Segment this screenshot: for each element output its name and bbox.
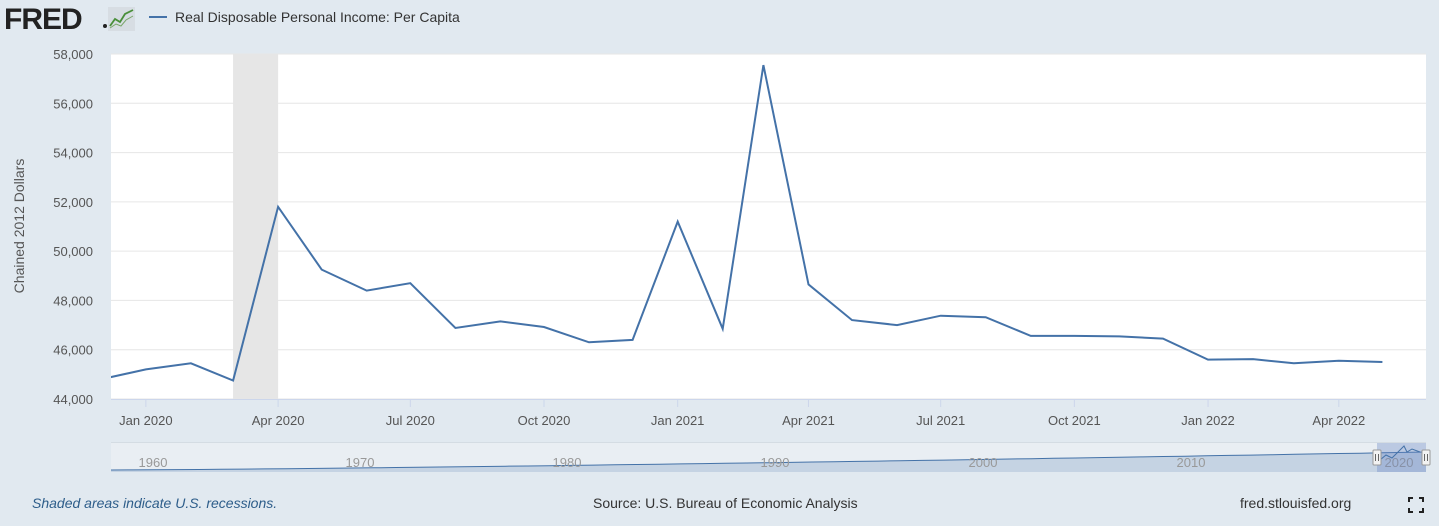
source-text: Source: U.S. Bureau of Economic Analysis <box>593 495 858 511</box>
x-tick-label: Jan 2022 <box>1181 413 1235 428</box>
x-tick-label: Oct 2021 <box>1048 413 1101 428</box>
y-tick-label: 44,000 <box>53 392 93 407</box>
logo-text: FRED <box>4 3 82 34</box>
x-axis: Jan 2020 Apr 2020 Jul 2020 Oct 2020 Jan 2021… <box>111 399 1426 428</box>
y-tick-label: 56,000 <box>53 96 93 111</box>
navigator-selection[interactable] <box>1377 443 1426 472</box>
series-line <box>111 64 1383 382</box>
x-tick-label: Oct 2020 <box>518 413 571 428</box>
time-navigator[interactable]: 1960 1970 1980 1990 2000 2010 2020 <box>110 442 1431 472</box>
navigator-label: 1980 <box>553 455 582 470</box>
navigator-label: 2010 <box>1177 455 1206 470</box>
x-tick-label: Apr 2020 <box>252 413 305 428</box>
y-tick-label: 52,000 <box>53 195 93 210</box>
legend[interactable]: Real Disposable Personal Income: Per Cap… <box>149 9 460 25</box>
y-tick-label: 54,000 <box>53 146 93 161</box>
y-axis: 44,000 46,000 48,000 50,000 52,000 54,000 56,0… <box>53 47 93 407</box>
x-tick-label: Jul 2021 <box>916 413 965 428</box>
y-tick-label: 50,000 <box>53 244 93 259</box>
recession-shading <box>233 54 279 399</box>
y-tick-label: 58,000 <box>53 47 93 62</box>
navigator-handle-right[interactable] <box>1421 449 1431 466</box>
x-tick-label: Jan 2021 <box>651 413 705 428</box>
series <box>111 64 1383 382</box>
fred-logo[interactable]: FRED <box>4 2 139 36</box>
navigator-label: 2020 <box>1385 455 1414 470</box>
x-tick-label: Apr 2021 <box>782 413 835 428</box>
x-tick-label: Apr 2022 <box>1312 413 1365 428</box>
recession-band <box>233 54 279 399</box>
navigator-label: 1970 <box>346 455 375 470</box>
chart-header: FRED Real Disposable Personal Income: Pe… <box>0 0 1439 36</box>
navigator-handle-left[interactable] <box>1372 449 1382 466</box>
navigator-series <box>110 451 1427 471</box>
navigator-label: 1990 <box>761 455 790 470</box>
legend-label: Real Disposable Personal Income: Per Cap… <box>175 9 460 25</box>
navigator-selected-series <box>1379 445 1421 461</box>
x-tick-label: Jan 2020 <box>119 413 173 428</box>
navigator-label: 1960 <box>139 455 168 470</box>
fullscreen-icon[interactable] <box>1408 497 1424 513</box>
y-axis-label: Chained 2012 Dollars <box>11 159 27 294</box>
recession-note: Shaded areas indicate U.S. recessions. <box>32 495 278 511</box>
navigator-area <box>111 452 1426 472</box>
site-link[interactable]: fred.stlouisfed.org <box>1240 495 1352 511</box>
legend-swatch <box>149 16 167 18</box>
y-tick-label: 48,000 <box>53 293 93 308</box>
plot-area <box>111 54 1426 399</box>
x-tick-label: Jul 2020 <box>386 413 435 428</box>
navigator-label: 2000 <box>969 455 998 470</box>
y-tick-label: 46,000 <box>53 343 93 358</box>
